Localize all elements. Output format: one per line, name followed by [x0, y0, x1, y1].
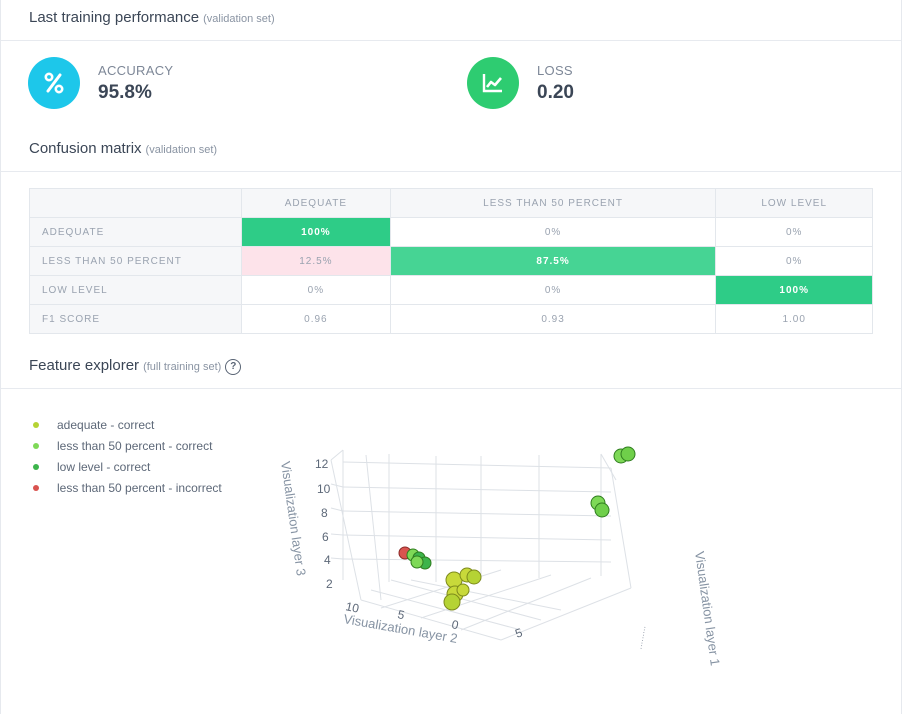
data-point[interactable]	[466, 569, 482, 585]
tick-label: 6	[322, 530, 329, 544]
f1-cell: 0.93	[389, 304, 717, 334]
accuracy-metric: ACCURACY 95.8%	[28, 57, 173, 109]
data-point[interactable]	[410, 555, 424, 569]
tick-label: ·········	[636, 625, 649, 650]
table-row: LESS THAN 50 PERCENT 12.5% 87.5% 0%	[29, 246, 873, 276]
f1-cell: 1.00	[715, 304, 873, 334]
tick-label: 0	[450, 617, 460, 632]
plot-legend: adequate - correct less than 50 percent …	[31, 414, 222, 498]
tick-label: 2	[326, 577, 333, 591]
scatter-points	[398, 446, 636, 611]
legend-label: less than 50 percent - incorrect	[57, 480, 222, 495]
table-row: ADEQUATE 100% 0% 0%	[29, 217, 873, 247]
matrix-cell: 0%	[389, 217, 717, 247]
f1-cell: 0.96	[241, 304, 391, 334]
table-row: F1 SCORE 0.96 0.93 1.00	[29, 304, 873, 334]
row-header: LOW LEVEL	[29, 275, 242, 305]
x-axis-compressed-ticks: ·········	[636, 625, 649, 650]
data-point[interactable]	[443, 593, 461, 611]
explorer-subtitle: (full training set)	[143, 361, 222, 373]
data-point[interactable]	[594, 502, 610, 518]
column-header: LESS THAN 50 PERCENT	[389, 188, 717, 218]
legend-label: low level - correct	[57, 459, 151, 474]
loss-label: LOSS	[537, 62, 573, 78]
matrix-cell: 87.5%	[389, 246, 717, 276]
row-header: LESS THAN 50 PERCENT	[29, 246, 242, 276]
line-chart-icon	[467, 57, 519, 109]
data-point[interactable]	[456, 583, 470, 597]
table-header-row: ADEQUATE LESS THAN 50 PERCENT LOW LEVEL	[29, 188, 873, 218]
legend-item[interactable]: less than 50 percent - incorrect	[31, 477, 222, 498]
percent-icon	[28, 57, 80, 109]
y-axis-ticks: 10 5 0	[344, 599, 460, 632]
matrix-cell: 12.5%	[241, 246, 391, 276]
table-row: LOW LEVEL 0% 0% 100%	[29, 275, 873, 305]
legend-dot	[33, 421, 39, 428]
tick-label: 10	[344, 599, 360, 616]
z-axis-ticks: 12 10 8 6 4 2	[315, 457, 333, 591]
column-header: LOW LEVEL	[715, 188, 873, 218]
legend-item[interactable]: adequate - correct	[31, 414, 222, 435]
legend-label: adequate - correct	[57, 417, 155, 432]
explorer-heading: Feature explorer (full training set)?	[29, 357, 242, 375]
divider	[1, 171, 901, 172]
performance-subtitle: (validation set)	[203, 13, 275, 25]
confusion-matrix-table: ADEQUATE LESS THAN 50 PERCENT LOW LEVEL …	[29, 188, 873, 334]
x-axis-ticks: 5	[513, 625, 524, 641]
tick-label: 8	[321, 506, 328, 520]
row-header: F1 SCORE	[29, 304, 242, 334]
tick-label: 4	[324, 553, 331, 567]
legend-item[interactable]: low level - correct	[31, 456, 222, 477]
tick-label: 5	[396, 607, 406, 622]
loss-metric: LOSS 0.20	[467, 57, 574, 109]
plot-grid	[330, 449, 632, 641]
performance-title: Last training performance	[29, 9, 200, 26]
accuracy-label: ACCURACY	[98, 62, 174, 78]
legend-dot	[33, 463, 39, 470]
loss-value: 0.20	[537, 81, 574, 103]
matrix-cell: 100%	[715, 275, 873, 305]
confusion-heading: Confusion matrix (validation set)	[29, 140, 217, 157]
accuracy-value: 95.8%	[98, 81, 152, 103]
performance-heading: Last training performance (validation set…	[29, 9, 275, 26]
confusion-title: Confusion matrix	[29, 140, 142, 157]
legend-dot	[33, 484, 39, 491]
legend-item[interactable]: less than 50 percent - correct	[31, 435, 222, 456]
divider	[1, 388, 901, 389]
explorer-title: Feature explorer	[29, 357, 140, 374]
x-axis-title: Visualization layer 1	[692, 550, 723, 666]
matrix-cell: 0%	[715, 217, 873, 247]
tick-label: 5	[513, 625, 524, 641]
question-circle-icon[interactable]: ?	[225, 359, 242, 375]
legend-dot	[33, 442, 39, 449]
tick-label: 10	[317, 482, 331, 496]
tick-label: 12	[315, 457, 329, 471]
divider	[1, 40, 901, 41]
feature-explorer-3d-plot[interactable]: 12 10 8 6 4 2 10 5 0 5 ········· Visuali…	[271, 440, 741, 705]
row-header: ADEQUATE	[29, 217, 242, 247]
table-corner-cell	[29, 188, 242, 218]
data-point[interactable]	[620, 446, 636, 462]
matrix-cell: 0%	[389, 275, 717, 305]
legend-label: less than 50 percent - correct	[57, 438, 213, 453]
matrix-cell: 0%	[715, 246, 873, 276]
matrix-cell: 100%	[241, 217, 391, 247]
matrix-cell: 0%	[241, 275, 391, 305]
z-axis-title: Visualization layer 3	[278, 460, 309, 576]
column-header: ADEQUATE	[241, 188, 391, 218]
confusion-subtitle: (validation set)	[145, 144, 218, 156]
